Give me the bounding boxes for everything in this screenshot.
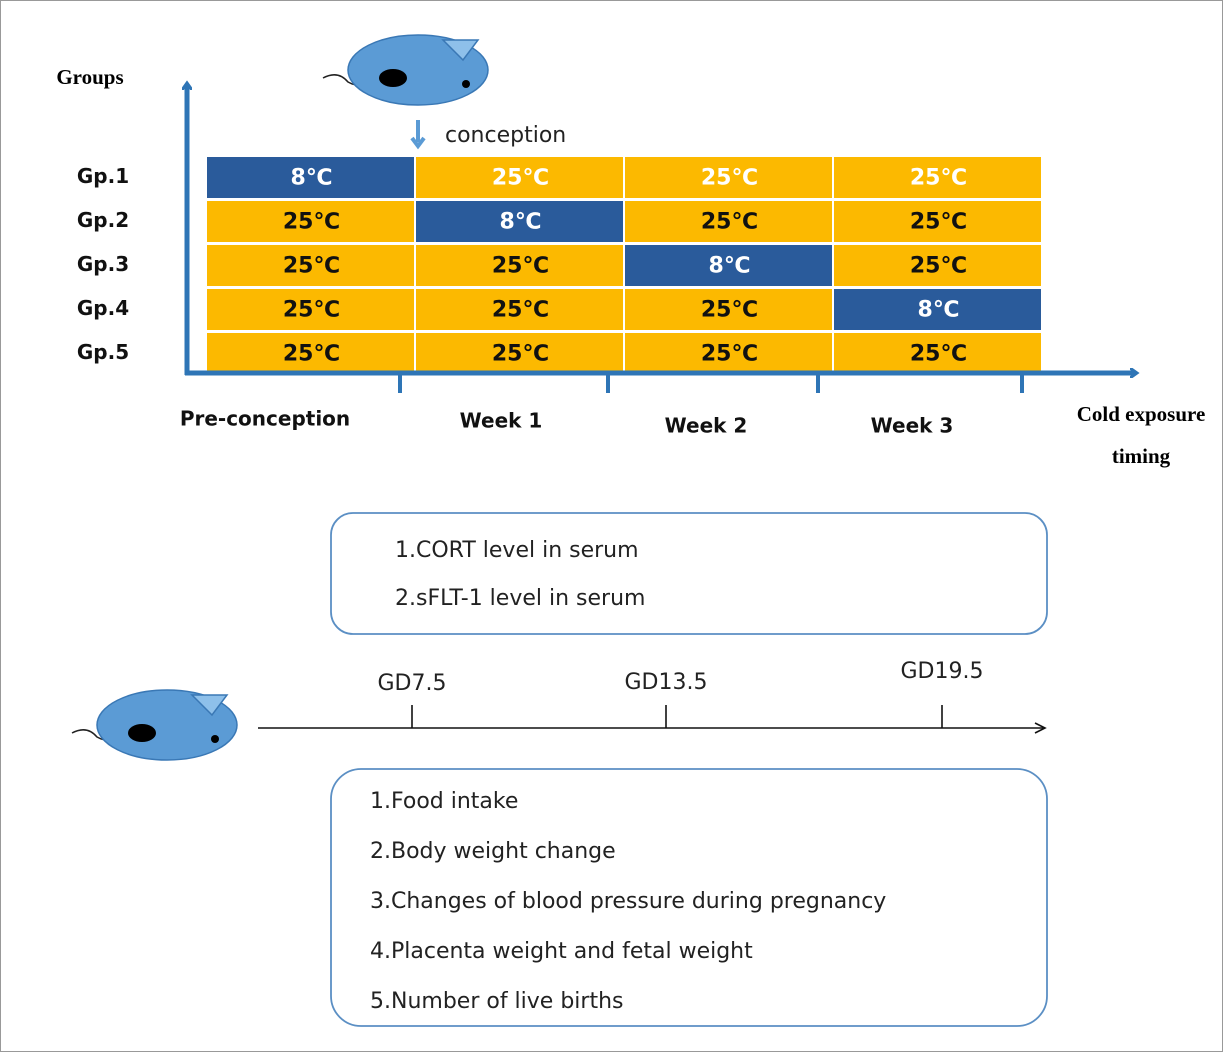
cell	[834, 333, 1041, 374]
group-label: Gp.1	[77, 164, 129, 188]
y-axis-label: Groups	[56, 65, 123, 89]
cell-text: 25℃	[910, 210, 967, 235]
cell	[625, 201, 832, 242]
period-label: Week 1	[460, 409, 543, 433]
cell-text: 8℃	[291, 166, 333, 191]
box-serum	[330, 512, 1048, 635]
cell	[625, 157, 832, 198]
group-label: Gp.4	[77, 296, 129, 320]
cell	[834, 289, 1041, 330]
cell	[834, 157, 1041, 198]
cell-text: 25℃	[492, 342, 549, 367]
cell	[625, 245, 832, 286]
cell-text: 25℃	[283, 254, 340, 279]
schedule-table: 8℃ 25℃ 25℃ 25℃ 25℃ 8℃ 25℃ 25℃ 25℃ 25℃ 8℃ 25℃ 25℃ 25℃ 2…	[207, 157, 1041, 374]
cell	[834, 201, 1041, 242]
cell-text: 25℃	[492, 254, 549, 279]
outcome-item: 5.Number of live births	[370, 989, 623, 1014]
cell	[207, 201, 414, 242]
cell-text: 25℃	[910, 166, 967, 191]
serum-item: 1.CORT level in serum	[395, 538, 639, 563]
mouse-icon	[71, 689, 238, 761]
cell	[416, 333, 623, 374]
cell	[416, 289, 623, 330]
conception-arrow	[410, 120, 426, 150]
cell-text: 25℃	[701, 342, 758, 367]
group-label: Gp.5	[77, 340, 129, 364]
box-outcomes	[330, 768, 1048, 1027]
period-label: Week 3	[871, 414, 954, 438]
x-axis-label: timing	[1112, 444, 1171, 468]
timeline-label: GD7.5	[378, 671, 447, 696]
cell-text: 8℃	[709, 254, 751, 279]
period-label: Week 2	[665, 414, 748, 438]
cell	[207, 157, 414, 198]
cell-text: 25℃	[492, 166, 549, 191]
cell-text: 25℃	[910, 342, 967, 367]
cell-text: 25℃	[492, 298, 549, 323]
serum-item: 2.sFLT-1 level in serum	[395, 586, 645, 611]
outcome-item: 1.Food intake	[370, 789, 518, 814]
timeline-label: GD13.5	[625, 670, 708, 695]
conception-label: conception	[445, 123, 566, 148]
group-label: Gp.3	[77, 252, 129, 276]
cell-text: 25℃	[910, 254, 967, 279]
cell-text: 8℃	[918, 298, 960, 323]
mouse-icon	[322, 34, 489, 106]
cell	[207, 245, 414, 286]
cell	[416, 157, 623, 198]
outcome-item: 2.Body weight change	[370, 839, 616, 864]
cell-text: 25℃	[283, 342, 340, 367]
x-axis-label: Cold exposure	[1077, 402, 1206, 426]
period-label: Pre-conception	[180, 407, 350, 431]
cell	[207, 289, 414, 330]
cell-text: 25℃	[283, 210, 340, 235]
cell	[625, 289, 832, 330]
cell-text: 25℃	[701, 210, 758, 235]
cell	[416, 201, 623, 242]
cell	[207, 333, 414, 374]
timeline-label: GD19.5	[901, 659, 984, 684]
cell-text: 8℃	[500, 210, 542, 235]
group-label: Gp.2	[77, 208, 129, 232]
outcome-item: 4.Placenta weight and fetal weight	[370, 939, 753, 964]
cell-text: 25℃	[283, 298, 340, 323]
cell	[625, 333, 832, 374]
outcome-item: 3.Changes of blood pressure during pregn…	[370, 889, 886, 914]
cell-text: 25℃	[701, 166, 758, 191]
cell	[416, 245, 623, 286]
cell-text: 25℃	[701, 298, 758, 323]
cell	[834, 245, 1041, 286]
